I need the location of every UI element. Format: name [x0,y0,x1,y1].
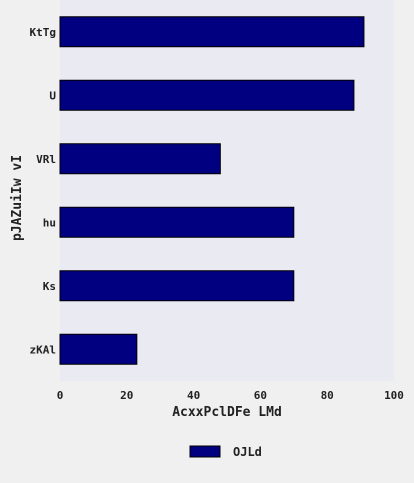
bar [59,16,365,48]
x-tick-label: 100 [384,389,404,402]
bar [59,270,295,302]
y-tick-label: U [49,89,56,102]
y-tick-label: KtTg [30,26,57,39]
x-tick-label: 40 [187,389,200,402]
bar [59,333,138,365]
plot-background [60,0,394,381]
y-tick-label: Ks [43,280,56,293]
y-axis-label: pJAZuiIw vI [10,155,25,241]
x-tick-label: 20 [120,389,133,402]
y-tick-labels: KtTg U VRl hu Ks zKAl [30,26,57,357]
bars-group [59,16,365,365]
x-tick-label: 0 [57,389,64,402]
x-tick-label: 60 [254,389,267,402]
x-tick-label: 80 [321,389,334,402]
legend: OJLd [189,445,262,459]
y-tick-label: VRl [36,153,56,166]
x-tick-labels: 0 20 40 60 80 100 [57,389,404,402]
bar [59,206,295,238]
legend-swatch [189,445,221,458]
bar [59,143,221,175]
legend-label: OJLd [233,445,262,459]
bar [59,79,355,111]
y-tick-label: hu [43,216,56,229]
y-tick-label: zKAl [30,343,57,356]
x-axis-label: AcxxPclDFe LMd [172,405,282,420]
